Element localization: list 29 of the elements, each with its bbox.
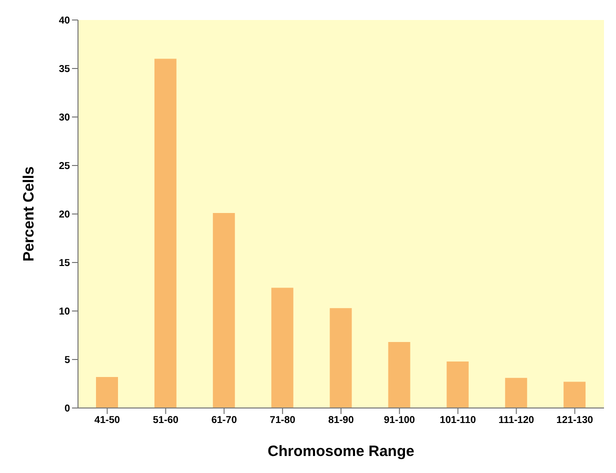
y-tick-label: 20 — [58, 210, 70, 221]
bar — [446, 361, 469, 408]
x-tick-label: 111-120 — [498, 415, 535, 426]
x-tick-label: 51-60 — [152, 415, 179, 426]
y-tick-label: 25 — [58, 161, 70, 172]
y-tick-label: 40 — [58, 16, 70, 27]
bar — [271, 288, 294, 408]
bar — [564, 382, 586, 408]
y-tick-label: 15 — [58, 258, 70, 270]
bar — [154, 58, 176, 408]
x-tick-label: 121-130 — [556, 415, 594, 426]
bar — [212, 213, 235, 408]
bar — [505, 378, 528, 408]
y-tick-label: 30 — [58, 112, 70, 124]
x-tick-label: 101-110 — [440, 415, 476, 426]
bar — [330, 308, 352, 408]
bar — [388, 342, 410, 408]
x-tick-label: 91-100 — [384, 415, 416, 426]
x-tick-label: 81-90 — [328, 415, 354, 426]
y-tick-label: 5 — [64, 355, 70, 366]
y-axis-title: Percent Cells — [20, 166, 38, 262]
x-tick-label: 41-50 — [94, 415, 120, 426]
y-tick-label: 10 — [58, 306, 70, 318]
x-tick-label: 61-70 — [211, 415, 238, 426]
y-tick-label: 35 — [58, 64, 70, 76]
y-tick-label: 0 — [64, 404, 70, 415]
x-tick-label: 71-80 — [270, 415, 296, 426]
x-axis-title: Chromosome Range — [268, 443, 414, 460]
bar — [96, 376, 118, 408]
